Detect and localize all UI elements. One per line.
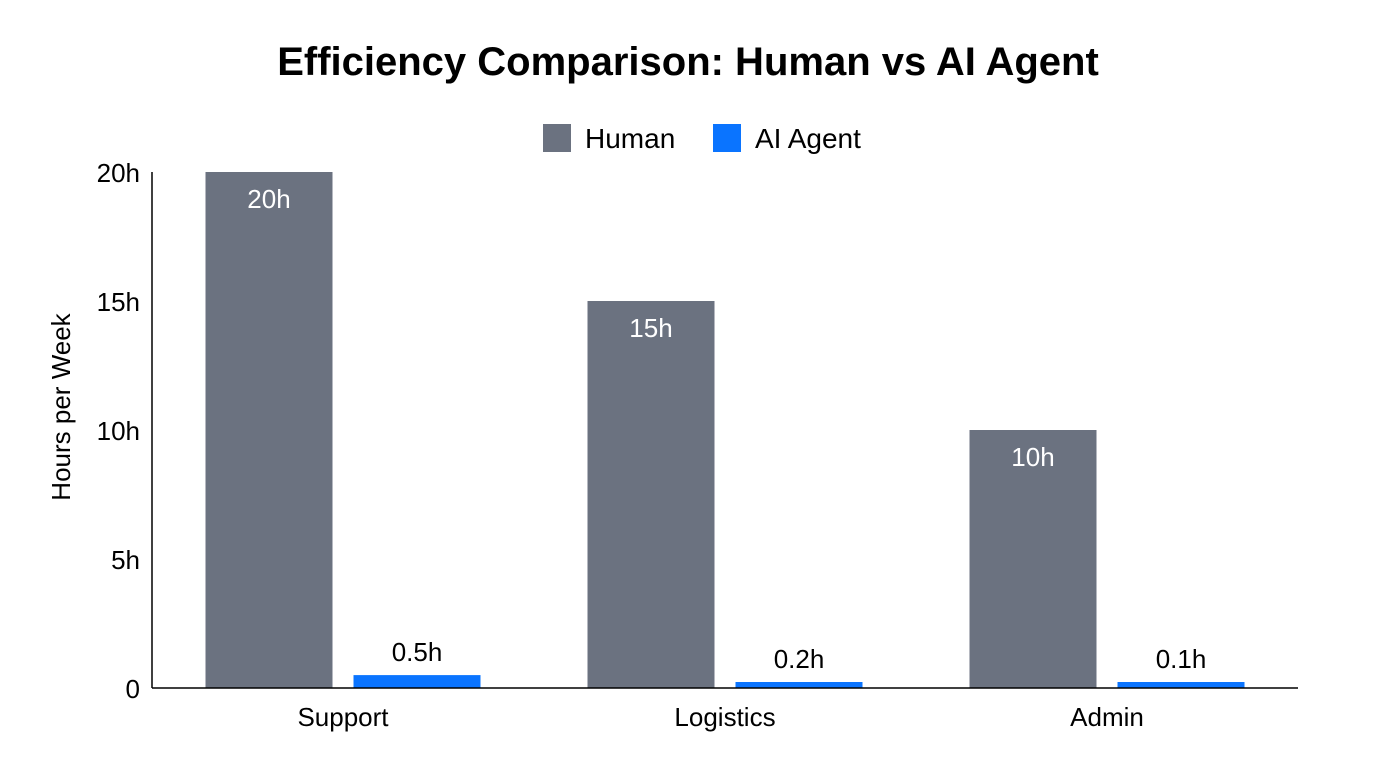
legend-swatch [543, 124, 571, 152]
legend-label: Human [585, 123, 675, 154]
legend-label: AI Agent [755, 123, 861, 154]
y-axis-label: Hours per Week [46, 312, 76, 500]
bar-human [205, 172, 333, 688]
legend-swatch [713, 124, 741, 152]
y-axis: 0 5h 10h 15h 20h [97, 158, 153, 704]
data-label: 0.5h [392, 637, 443, 667]
legend: Human AI Agent [543, 123, 861, 154]
data-label: 15h [629, 313, 672, 343]
x-tick-label: Logistics [674, 702, 775, 732]
bars: 20h 0.5h 15h 0.2h 10h 0.1h [205, 172, 1245, 688]
data-label: 20h [247, 184, 290, 214]
y-tick-label: 0 [126, 674, 140, 704]
bar-ai-agent [353, 675, 481, 688]
y-tick-label: 10h [97, 416, 140, 446]
data-label: 10h [1011, 442, 1054, 472]
x-axis: Support Logistics Admin [152, 687, 1298, 732]
bar-ai-agent [1117, 682, 1245, 688]
x-tick-label: Admin [1070, 702, 1144, 732]
bar-ai-agent [735, 682, 863, 688]
bar-human [587, 301, 715, 688]
bar-human [969, 430, 1097, 688]
chart-title: Efficiency Comparison: Human vs AI Agent [277, 40, 1099, 84]
data-label: 0.2h [774, 644, 825, 674]
x-tick-label: Support [297, 702, 389, 732]
y-tick-label: 20h [97, 158, 140, 188]
y-tick-label: 5h [111, 545, 140, 575]
data-label: 0.1h [1156, 644, 1207, 674]
y-tick-label: 15h [97, 287, 140, 317]
